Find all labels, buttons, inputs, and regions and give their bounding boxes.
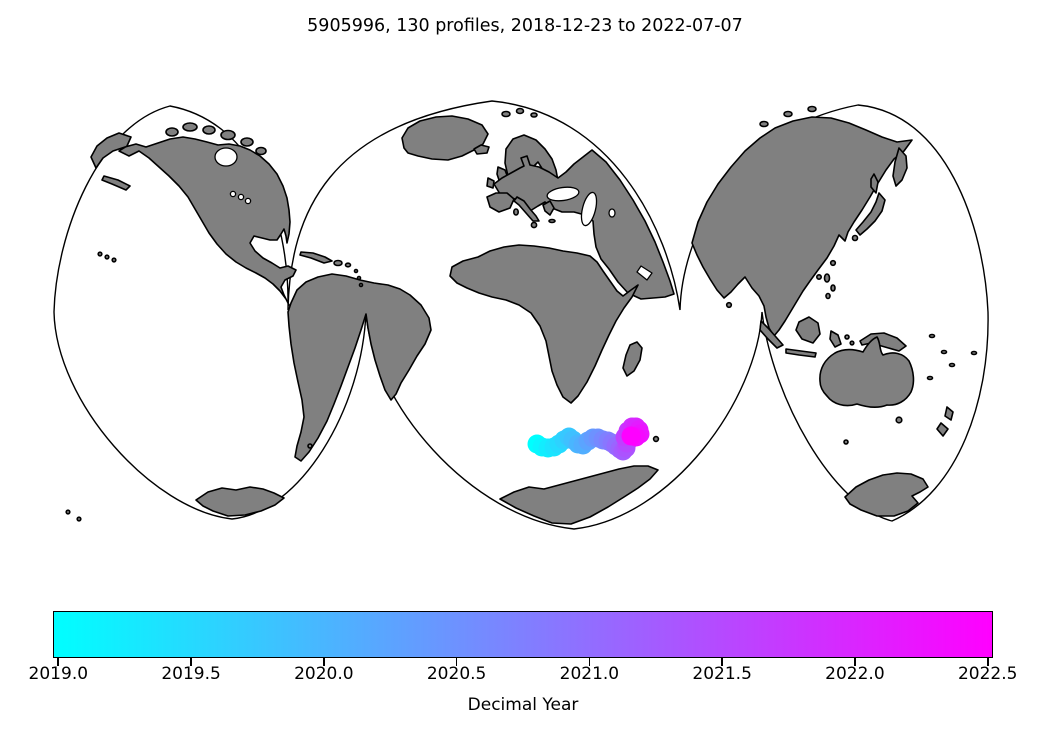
continents (65, 105, 978, 525)
land-greece (542, 200, 555, 216)
colorbar-tick-label: 2020.5 (426, 664, 487, 684)
colorbar-tick-label: 2022.5 (957, 664, 1018, 684)
land-antarctica-east (844, 472, 929, 517)
land-borneo (795, 316, 821, 344)
land-ireland (486, 177, 495, 189)
land-north-america (90, 132, 297, 306)
land-aleutian-islands (101, 175, 131, 191)
colorbar-tick-label: 2022.0 (825, 664, 885, 684)
lakes-and-seas (214, 147, 653, 281)
aral-sea (608, 208, 616, 218)
land-sicily (530, 221, 538, 229)
land-south-america (287, 273, 432, 462)
hudson-bay (214, 147, 238, 167)
colorbar-axis-label: Decimal Year (467, 695, 579, 715)
colorbar-tick-label: 2021.0 (559, 664, 620, 684)
persian-gulf (636, 265, 653, 281)
land-puerto-rico (344, 262, 352, 268)
land-hainan (815, 273, 822, 280)
land-sakhalin (870, 173, 879, 194)
land-kyushu (851, 234, 859, 242)
land-moluccas (844, 334, 855, 346)
land-eurasia (493, 149, 675, 300)
colorbar-tick (190, 658, 192, 666)
colorbar-tick-label: 2019.0 (28, 664, 89, 684)
land-new-zealand-south (936, 422, 949, 437)
colorbar (53, 611, 993, 658)
land-hispaniola (333, 259, 343, 267)
trajectory-points (527, 417, 650, 461)
great-lakes (229, 190, 252, 205)
colorbar-tick (57, 658, 60, 666)
colorbar-tick (986, 658, 989, 666)
trajectory-point (621, 426, 641, 446)
land-philippines (823, 273, 836, 300)
land-japan (855, 192, 886, 236)
figure-title: 5905996, 130 profiles, 2018-12-23 to 202… (307, 16, 743, 36)
black-sea (546, 186, 580, 202)
land-java (785, 348, 817, 358)
colorbar-tick (588, 658, 591, 666)
land-tasmania (895, 416, 903, 424)
land-madagascar (622, 341, 643, 377)
colorbar-tick (721, 658, 723, 666)
land-greenland (401, 115, 489, 161)
land-new-zealand-north (944, 406, 954, 421)
land-australia (819, 336, 915, 409)
land-lesser-antilles (353, 268, 364, 288)
land-iberia (486, 192, 515, 213)
land-new-guinea (859, 332, 907, 352)
land-antarctica-west (195, 486, 285, 517)
land-sumatra (759, 320, 784, 349)
land-kamchatka (892, 147, 908, 187)
colorbar-tick-label: 2021.5 (692, 664, 752, 684)
land-iceland (473, 144, 490, 155)
caspian-sea (580, 191, 598, 227)
land-cuba (299, 251, 333, 264)
land-italy (513, 196, 540, 222)
land-taiwan (829, 259, 837, 267)
land-sardinia (512, 208, 519, 216)
land-sri-lanka (725, 301, 733, 309)
colorbar-gradient (54, 612, 992, 657)
land-asia (691, 116, 913, 337)
colorbar-tick-label: 2019.5 (161, 664, 221, 684)
land-arctic-islands-america (165, 122, 267, 156)
land-sulawesi (829, 330, 842, 348)
colorbar-tick (322, 658, 325, 666)
land-small-islands (65, 105, 978, 522)
colorbar-tick (455, 658, 458, 666)
colorbar-tick-label: 2020.0 (294, 664, 354, 684)
colorbar-ticks (53, 658, 993, 667)
colorbar-tick (854, 658, 856, 666)
land-antarctica-central (499, 465, 659, 525)
land-africa (449, 244, 639, 404)
